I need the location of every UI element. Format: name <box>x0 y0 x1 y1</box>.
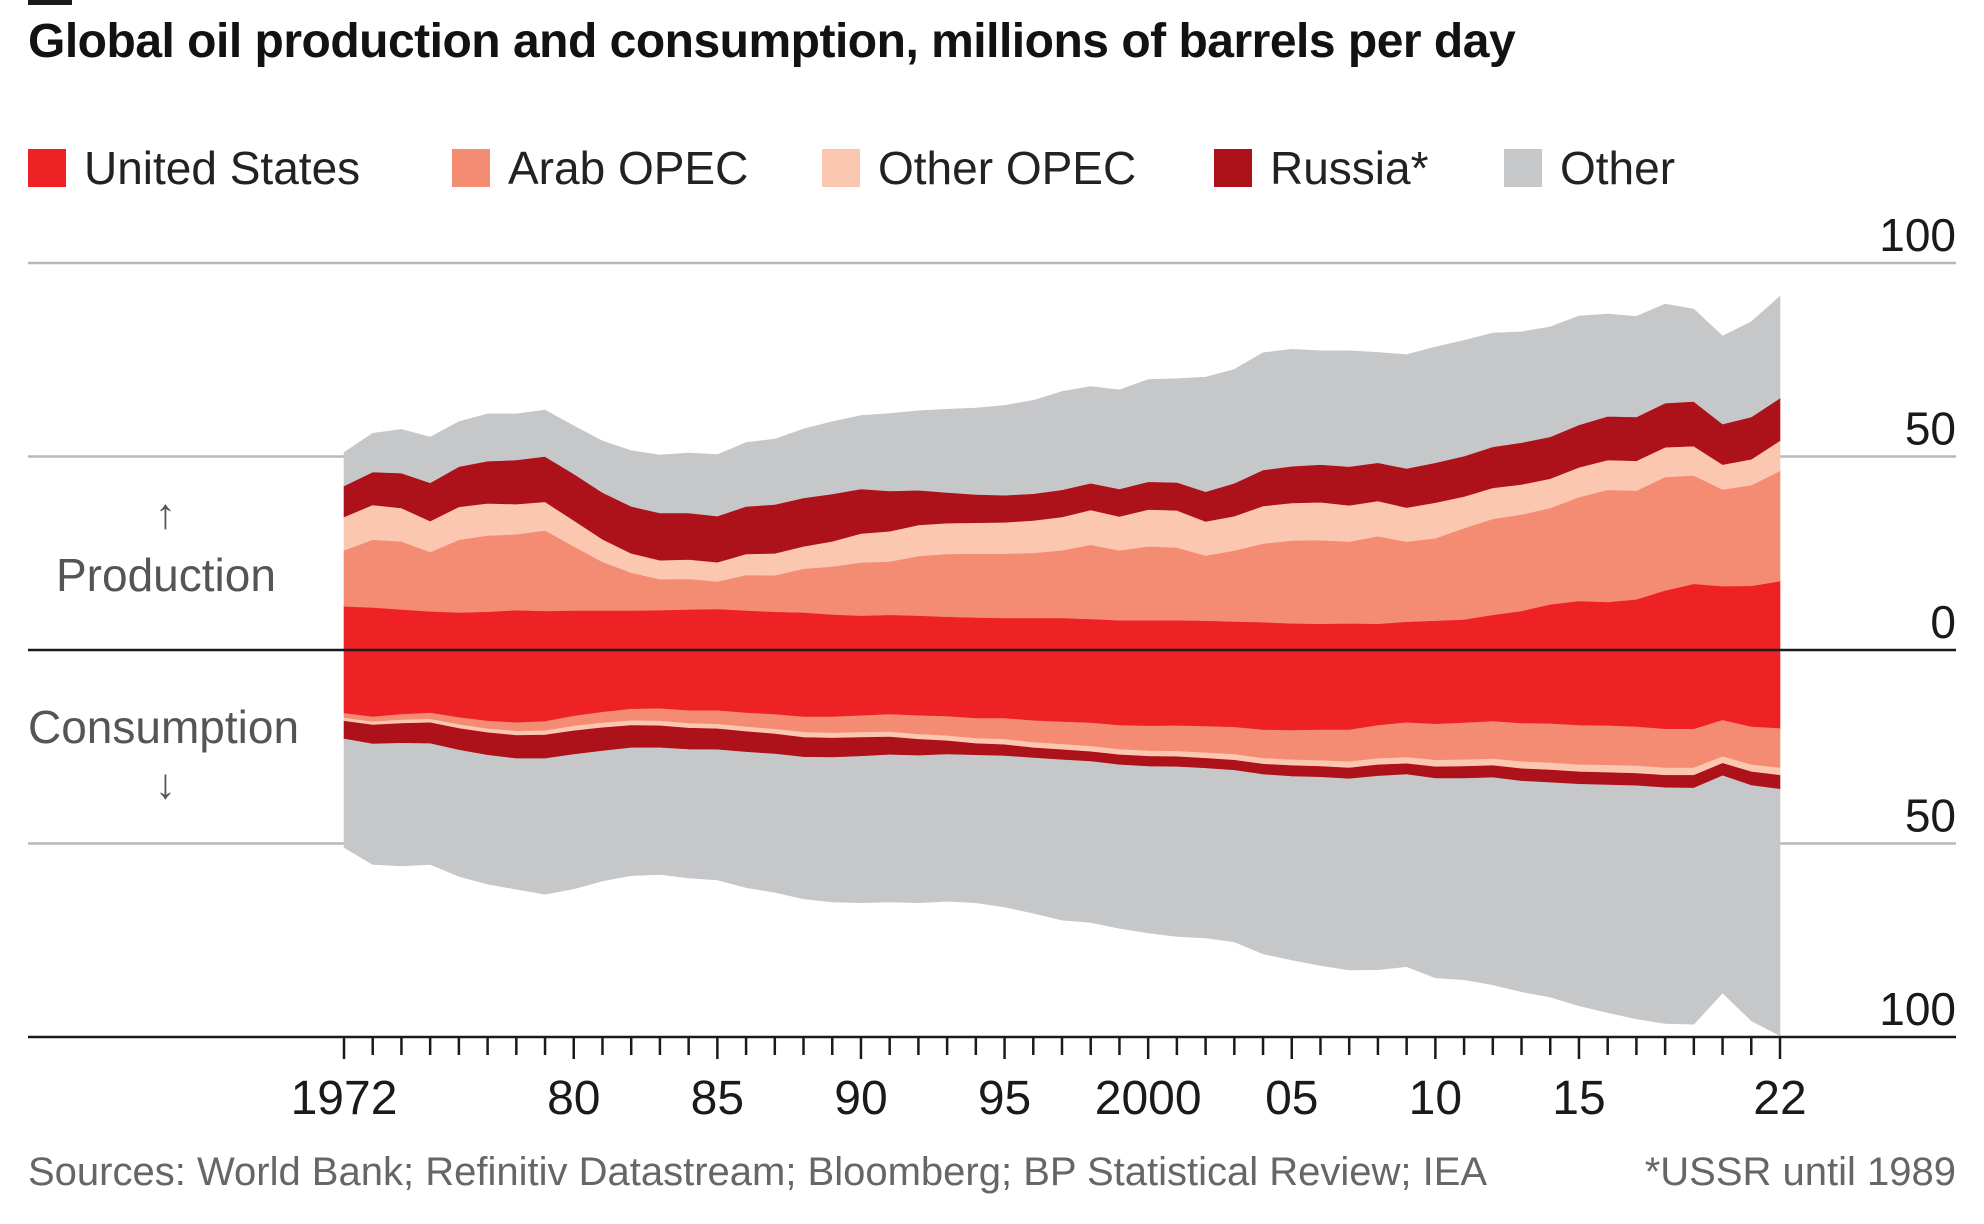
y-tick-label: 0 <box>1930 596 1956 648</box>
legend-label-arab-opec: Arab OPEC <box>508 142 749 194</box>
legend-swatch-united-states <box>28 149 66 187</box>
legend-label-other-opec: Other OPEC <box>878 142 1137 194</box>
legend-item-other-opec: Other OPEC <box>822 138 1136 198</box>
down-arrow-icon: ↓ <box>155 760 176 807</box>
consumption-area-other <box>343 738 1781 1036</box>
legend-swatch-other-opec <box>822 149 860 187</box>
legend: United States Arab OPEC Other OPEC Russi… <box>28 138 1928 198</box>
x-tick-label: 2000 <box>1095 1072 1202 1125</box>
axes <box>28 648 1956 1059</box>
legend-swatch-russia <box>1214 149 1252 187</box>
x-tick-label: 22 <box>1753 1072 1806 1125</box>
legend-label-russia: Russia* <box>1270 142 1429 194</box>
up-arrow-icon: ↑ <box>155 490 176 537</box>
legend-swatch-arab-opec <box>452 149 490 187</box>
x-tick-label: 1972 <box>291 1072 398 1125</box>
title-rule <box>28 0 72 5</box>
consumption-label: Consumption <box>28 701 300 753</box>
legend-item-russia: Russia* <box>1214 138 1429 198</box>
y-tick-label: 50 <box>1905 403 1956 455</box>
x-tick-label: 05 <box>1265 1072 1318 1125</box>
x-tick-label: 95 <box>978 1072 1031 1125</box>
consumption-area-united-states <box>343 649 1781 731</box>
legend-label-united-states: United States <box>84 142 361 194</box>
y-tick-label: 100 <box>1879 209 1956 261</box>
chart-title: Global oil production and consumption, m… <box>28 15 1516 68</box>
x-tick-label: 85 <box>691 1072 744 1125</box>
y-tick-label: 100 <box>1879 983 1956 1035</box>
footnote: *USSR until 1989 <box>1644 1150 1956 1194</box>
legend-item-arab-opec: Arab OPEC <box>452 138 748 198</box>
legend-label-other: Other <box>1560 142 1676 194</box>
legend-item-united-states: United States <box>28 138 360 198</box>
production-area-other <box>343 295 1781 517</box>
tick-labels: 100 50 0 50 100 1972 80 85 90 95 2000 05 10 15 22 <box>291 209 1956 1125</box>
x-tick-label: 80 <box>547 1072 600 1125</box>
y-tick-label: 50 <box>1905 790 1956 842</box>
x-tick-label: 90 <box>834 1072 887 1125</box>
production-label: Production <box>56 549 276 601</box>
legend-item-other: Other <box>1504 138 1675 198</box>
areas <box>343 295 1781 1036</box>
legend-swatch-other <box>1504 149 1542 187</box>
source-note: Sources: World Bank; Refinitiv Datastrea… <box>28 1150 1488 1194</box>
x-tick-label: 15 <box>1552 1072 1605 1125</box>
x-tick-label: 10 <box>1409 1072 1462 1125</box>
